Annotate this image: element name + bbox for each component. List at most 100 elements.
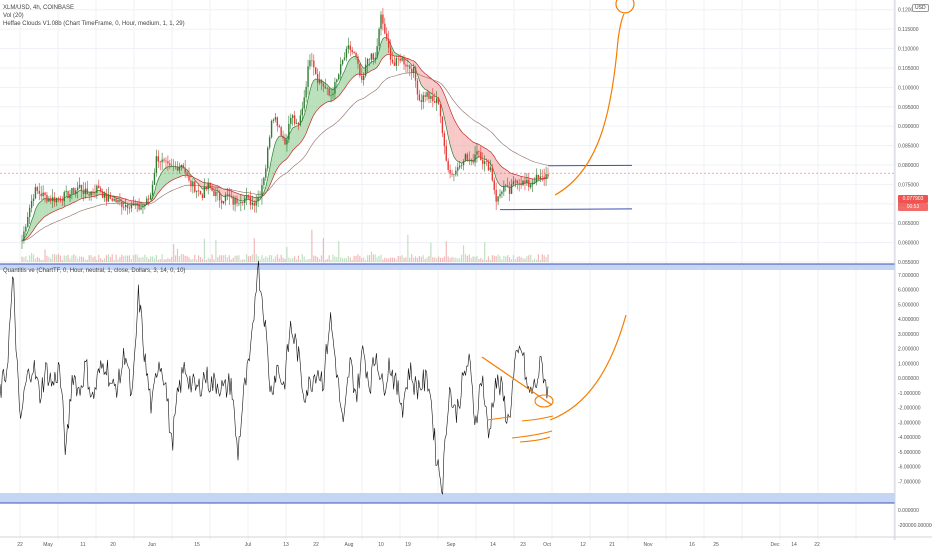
time-tick-label: Oct	[543, 542, 551, 548]
volume-bar	[111, 254, 113, 262]
osc-tick-label: 1.000000	[898, 361, 919, 367]
price-candle-body	[445, 146, 447, 161]
price-candle-body	[487, 161, 490, 171]
pane-divider[interactable]	[0, 263, 895, 504]
price-candle-body	[32, 198, 35, 201]
price-candle-body	[105, 193, 108, 202]
volume-bar	[128, 255, 131, 262]
osc-tick-label: -7.000000	[898, 479, 921, 485]
volume-bar	[368, 255, 371, 262]
time-tick-label: Sep	[447, 542, 456, 548]
price-candle-body	[531, 182, 534, 185]
price-tick-label: 0.095000	[898, 105, 919, 111]
volume-bar	[272, 259, 275, 262]
cloud-segment	[77, 190, 80, 201]
osc-tick-label: 6.000000	[898, 288, 919, 294]
price-candle-body	[194, 181, 196, 192]
price-candle-body	[512, 181, 515, 185]
cloud-segment	[71, 194, 74, 204]
volume-bar	[407, 234, 409, 262]
price-candle-body	[387, 38, 390, 48]
price-candle-body	[524, 180, 526, 183]
volume-bar	[485, 259, 488, 262]
osc-tick-label: 4.000000	[898, 317, 919, 323]
cloud-segment	[505, 169, 508, 187]
volume-bar	[153, 258, 156, 262]
price-candle-body	[259, 196, 261, 197]
volume-bar	[428, 255, 430, 262]
volume-bar	[330, 259, 332, 262]
price-candle-body	[422, 95, 424, 102]
price-candle-body	[491, 167, 494, 181]
time-tick-label: 13	[283, 542, 289, 548]
volume-bar	[94, 256, 96, 262]
price-candle-body	[407, 65, 409, 67]
volume-bar	[244, 259, 246, 262]
price-candle-body	[391, 59, 394, 63]
volume-bar	[405, 257, 407, 262]
price-candle-body	[466, 154, 469, 160]
volume-bar	[242, 259, 244, 262]
oscillator-legend[interactable]: Quantitis ve (ChartTF, 0, Hour, neutral,…	[3, 268, 186, 274]
price-candle-body	[393, 62, 396, 66]
volume-bar	[23, 257, 25, 262]
volume-bar	[161, 254, 163, 262]
volume-bar	[132, 255, 134, 262]
cloud-segment	[413, 60, 416, 69]
osc-extra-tick-label: -200000.000000	[898, 523, 932, 529]
cloud-segment	[450, 109, 453, 152]
volume-bar	[361, 257, 363, 262]
price-candle-body	[508, 186, 511, 194]
volume-legend[interactable]: Vol (20)	[3, 13, 24, 19]
volume-bar	[430, 242, 432, 262]
volume-bar	[439, 257, 442, 262]
price-candle-body	[96, 185, 98, 193]
volume-bar	[461, 254, 463, 262]
cloud-segment	[48, 198, 51, 215]
time-tick-label: 16	[689, 542, 695, 548]
price-candle-body	[149, 195, 152, 200]
volume-bar	[282, 257, 284, 262]
currency-badge[interactable]: USD	[912, 4, 929, 12]
volume-bar	[547, 254, 549, 262]
price-candle-body	[182, 165, 184, 169]
oscillator-axis[interactable]: -7.000000 -6.000000 -5.000000 -4.000000 -3.0…	[898, 273, 932, 529]
cloud-segment	[352, 56, 355, 79]
cloud-segment	[498, 162, 501, 186]
volume-bar	[165, 259, 167, 262]
price-candle-body	[61, 200, 64, 202]
volume-bar	[447, 256, 449, 262]
price-candle-body	[441, 116, 444, 134]
volume-bar	[315, 255, 317, 262]
clouds-legend[interactable]: Heffae Clouds V1.08b (Chart TimeFrame, 0…	[3, 21, 185, 27]
volume-bar	[228, 255, 230, 262]
cloud-segment	[50, 198, 53, 214]
cloud-segment	[331, 88, 333, 102]
cloud-segment	[68, 196, 70, 206]
symbol-legend[interactable]: XLM/USD, 4h, COINBASE	[3, 5, 75, 11]
last-price-badge: 0.077903	[898, 195, 928, 203]
price-candle-body	[338, 74, 340, 80]
time-axis[interactable]: 22 May 11 20 Jun 15 Jul 13 22 Aug 10 19 Sep 14 23 Oct 12…	[0, 536, 932, 548]
price-candle-body	[395, 58, 398, 66]
volume-bar	[382, 259, 384, 262]
volume-bar	[73, 254, 75, 262]
volume-bar	[267, 257, 269, 262]
price-candle-body	[528, 180, 530, 188]
price-candle-body	[144, 204, 146, 207]
price-tick-label: 0.075000	[898, 182, 919, 188]
cloud-segment	[281, 136, 284, 164]
volume-bar	[497, 254, 499, 262]
price-candle-body	[428, 92, 430, 99]
cloud-segment	[198, 179, 201, 187]
volume-bar	[78, 256, 81, 262]
volume-bar	[441, 257, 444, 262]
volume-bar	[284, 258, 286, 262]
volume-bar	[123, 256, 125, 262]
price-candle-body	[345, 48, 348, 58]
price-candle-body	[399, 58, 401, 61]
time-tick-label: 15	[194, 542, 200, 548]
volume-bar	[436, 258, 438, 262]
price-candle-body	[330, 95, 332, 96]
price-candle-body	[136, 204, 138, 206]
